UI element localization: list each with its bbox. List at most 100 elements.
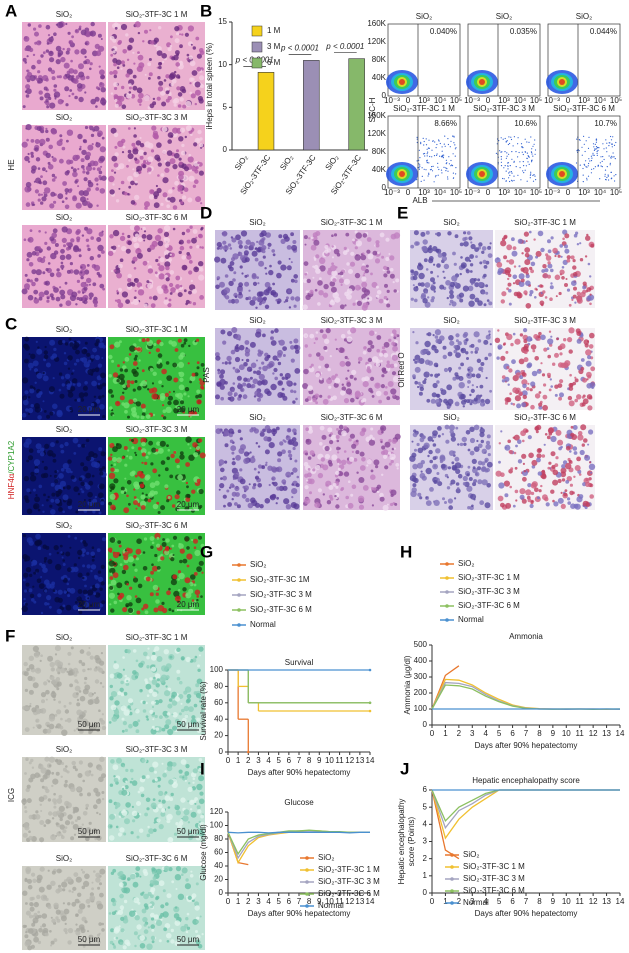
cell — [444, 424, 450, 430]
cell — [179, 86, 186, 92]
cell — [150, 545, 154, 549]
cell — [73, 78, 79, 84]
cell — [88, 821, 92, 825]
cell — [523, 290, 528, 295]
cell — [119, 941, 124, 946]
cell — [84, 55, 87, 59]
cell — [112, 70, 118, 75]
cell — [261, 379, 268, 386]
cell — [504, 401, 509, 405]
cell — [108, 835, 115, 841]
cell — [52, 458, 57, 463]
cell — [174, 70, 177, 74]
cell — [22, 377, 29, 384]
cell — [131, 282, 136, 287]
cell — [136, 367, 139, 370]
cell — [126, 455, 129, 458]
cell — [22, 832, 28, 838]
cell — [473, 479, 478, 483]
cell — [94, 583, 100, 589]
cell — [498, 442, 501, 445]
cell — [466, 231, 471, 235]
cell — [152, 691, 158, 697]
cell — [100, 87, 106, 93]
cell — [113, 162, 119, 168]
cell — [185, 436, 192, 443]
cell — [573, 451, 578, 455]
cell — [134, 347, 138, 351]
cell — [51, 232, 57, 239]
micrograph — [409, 424, 493, 511]
cell — [166, 499, 170, 503]
cell — [313, 264, 319, 270]
cell — [375, 294, 380, 298]
cell — [114, 341, 121, 348]
cell — [215, 284, 220, 290]
cell — [454, 497, 457, 500]
cell — [152, 565, 158, 572]
cell — [218, 488, 221, 491]
cell — [183, 809, 190, 816]
cell — [33, 504, 38, 510]
cell — [126, 547, 130, 552]
cell — [76, 83, 83, 89]
cell — [145, 338, 150, 342]
cell — [570, 425, 574, 429]
cell — [75, 349, 80, 355]
cell — [139, 143, 145, 148]
cell — [28, 353, 31, 356]
cell — [81, 662, 86, 667]
cell — [87, 668, 90, 671]
cell — [534, 296, 537, 299]
cell — [458, 382, 465, 389]
cell — [473, 446, 480, 452]
cell — [85, 837, 90, 841]
cell — [97, 576, 104, 583]
cell — [341, 459, 347, 465]
cell — [24, 602, 28, 606]
cell — [120, 60, 125, 65]
cell — [110, 704, 117, 711]
cell — [95, 105, 98, 108]
cell — [331, 256, 335, 259]
cell — [35, 340, 38, 343]
cell — [132, 256, 138, 262]
cell — [166, 456, 170, 461]
cell — [555, 456, 559, 460]
cell — [110, 464, 113, 467]
cell — [193, 142, 198, 147]
cell — [124, 728, 128, 733]
cell — [128, 607, 134, 614]
cell — [302, 304, 308, 311]
cell — [549, 285, 554, 290]
cell — [432, 281, 436, 285]
cell — [158, 790, 164, 797]
cell — [49, 474, 52, 477]
cell — [340, 333, 346, 339]
cell — [272, 355, 278, 361]
cell — [386, 396, 391, 401]
cell — [110, 572, 113, 575]
cell — [67, 940, 72, 945]
cell — [86, 264, 90, 267]
cell — [259, 431, 265, 437]
cell — [183, 338, 188, 343]
cell — [136, 87, 143, 94]
cell — [86, 187, 91, 192]
cell — [161, 542, 167, 547]
cell — [554, 384, 559, 389]
cell — [136, 801, 141, 806]
cell — [107, 547, 113, 553]
cell — [139, 483, 145, 489]
cell — [113, 478, 119, 484]
cell — [512, 274, 518, 280]
cell — [119, 563, 123, 566]
cell — [50, 191, 56, 197]
cell — [62, 604, 66, 608]
cell — [305, 439, 310, 443]
cell — [31, 707, 37, 713]
cell — [327, 367, 331, 372]
cell — [270, 383, 277, 391]
cell — [463, 241, 469, 247]
cell — [83, 542, 88, 547]
